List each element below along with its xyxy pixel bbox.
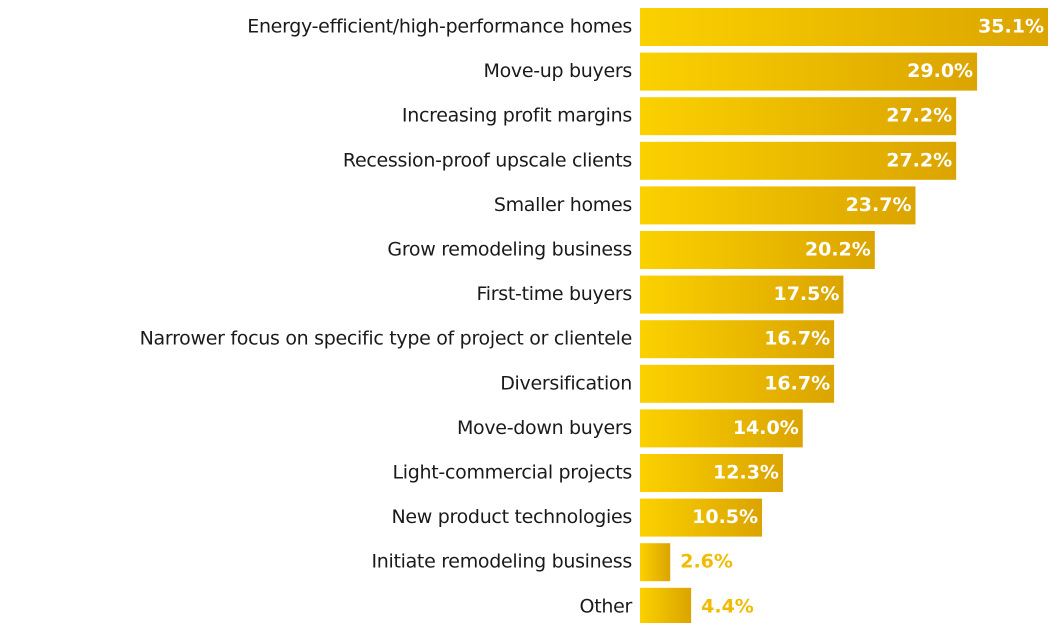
category-label: Light-commercial projects <box>393 462 632 484</box>
value-label: 23.7% <box>846 194 912 216</box>
bar <box>640 454 783 492</box>
value-label: 27.2% <box>886 105 952 127</box>
value-label: 35.1% <box>978 16 1044 38</box>
bar <box>640 231 875 269</box>
value-label: 20.2% <box>805 239 871 261</box>
category-label: Initiate remodeling business <box>371 551 632 573</box>
category-label: Energy-efficient/high-performance homes <box>247 16 632 38</box>
category-label: Move-up buyers <box>484 60 633 82</box>
bar <box>640 186 916 225</box>
category-label: Other <box>580 595 633 617</box>
bar <box>640 364 835 403</box>
bar <box>640 320 835 359</box>
value-label: 4.4% <box>701 595 754 617</box>
bar <box>640 587 692 623</box>
value-label: 17.5% <box>773 283 839 305</box>
category-label: Move-down buyers <box>457 417 632 439</box>
value-label: 27.2% <box>886 149 952 171</box>
category-label: Recession-proof upscale clients <box>343 149 632 171</box>
value-label: 16.7% <box>764 328 830 350</box>
category-label: First-time buyers <box>477 283 632 305</box>
value-label: 14.0% <box>733 417 799 439</box>
category-label: Increasing profit margins <box>402 105 632 127</box>
category-label: Smaller homes <box>494 194 632 216</box>
bar <box>640 543 671 582</box>
bar <box>640 275 844 314</box>
value-label: 16.7% <box>764 372 830 394</box>
bar <box>640 97 957 136</box>
value-label: 10.5% <box>692 506 758 528</box>
bar <box>640 498 763 537</box>
category-label: Diversification <box>500 372 632 394</box>
value-label: 2.6% <box>680 551 733 573</box>
bar <box>640 8 1048 46</box>
value-label: 29.0% <box>907 60 973 82</box>
value-label: 12.3% <box>713 462 779 484</box>
bar <box>640 409 803 448</box>
category-label: New product technologies <box>391 506 632 528</box>
bar <box>640 141 957 180</box>
category-label: Narrower focus on specific type of proje… <box>140 328 632 350</box>
category-label: Grow remodeling business <box>387 239 632 261</box>
bar <box>640 52 978 91</box>
